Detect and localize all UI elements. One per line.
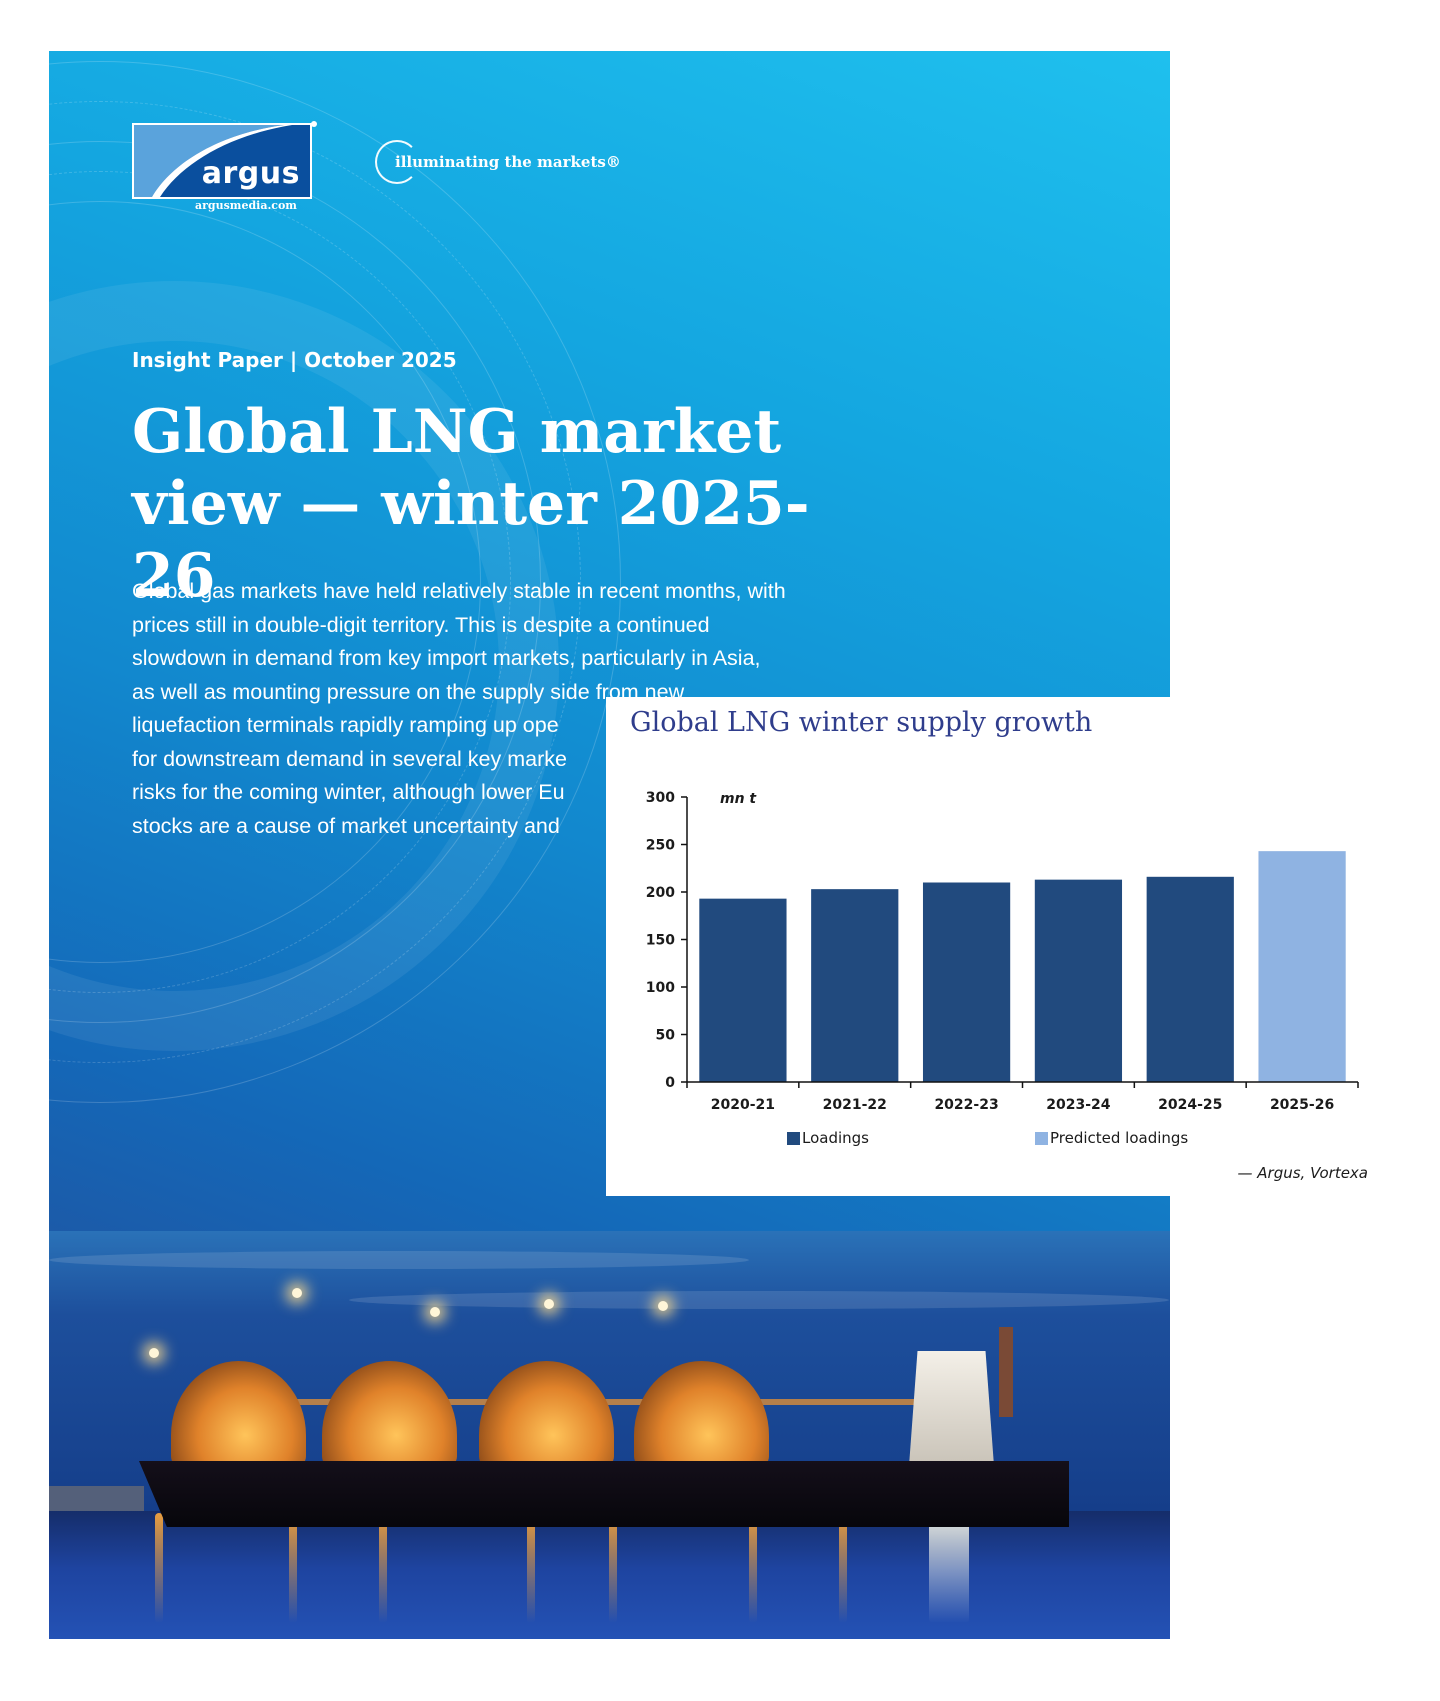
summary-line: for downstream demand in several key mar…: [132, 746, 567, 771]
y-tick-label: 50: [656, 1028, 676, 1044]
cloud: [349, 1291, 1169, 1309]
argus-logo: argus: [132, 123, 312, 199]
bar-2024-25: [1146, 876, 1234, 1082]
x-tick-label: 2022-23: [934, 1097, 998, 1113]
ship-funnel: [999, 1327, 1013, 1417]
tagline: illuminating the markets®: [375, 137, 621, 187]
legend-item-predicted-loadings: Predicted loadings: [1035, 1129, 1188, 1147]
y-tick-label: 200: [646, 885, 675, 901]
light-reflection: [839, 1513, 847, 1623]
lng-tanker-photo: [49, 1231, 1170, 1639]
summary-line: prices still in double-digit territory. …: [132, 612, 710, 637]
light-reflection: [749, 1513, 757, 1623]
light-reflection: [289, 1513, 297, 1623]
chart-card: Global LNG winter supply growth 2020-21 2…: [606, 697, 1396, 1196]
bar-chart: 2020-21 2021-22 2022-23 2023-24 2024-25 2025-…: [646, 790, 1359, 1113]
legend-item-loadings: Loadings: [787, 1129, 869, 1147]
summary-line: slowdown in demand from key import marke…: [132, 646, 761, 670]
x-tick-label: 2021-22: [823, 1097, 887, 1113]
summary-line: liquefaction terminals rapidly ramping u…: [132, 713, 559, 737]
y-tick-label: 100: [646, 980, 675, 996]
report-title: Global LNG market view — winter 2025-26: [132, 396, 892, 612]
illuminating-ring-icon: [375, 140, 419, 184]
y-tick-label: 150: [646, 933, 675, 949]
title-line: view — winter 2025-26: [132, 469, 810, 611]
bar-2022-23: [922, 882, 1011, 1082]
light-reflection: [527, 1513, 535, 1623]
bar-2023-24: [1034, 879, 1123, 1082]
y-tick-label: 0: [665, 1075, 675, 1091]
ship-hull: [139, 1461, 1069, 1527]
bar-2021-22: [811, 889, 899, 1082]
deck-light: [430, 1307, 440, 1317]
legend-label: Predicted loadings: [1050, 1129, 1189, 1147]
x-tick-label: 2023-24: [1046, 1097, 1111, 1113]
x-tick-label: 2025-26: [1270, 1097, 1334, 1113]
logo-swoosh-icon: [134, 125, 310, 197]
y-tick-label: 300: [646, 790, 675, 806]
deck-light: [544, 1299, 554, 1309]
legend-swatch: [787, 1131, 800, 1145]
deck-light: [292, 1288, 302, 1298]
logo-url: argusmedia.com: [195, 199, 297, 212]
deck-light: [658, 1301, 668, 1311]
summary-line: as well as mounting pressure on the supp…: [132, 679, 685, 704]
title-line: Global LNG market: [132, 397, 782, 467]
light-reflection: [155, 1513, 163, 1623]
y-tick-label: 250: [646, 838, 675, 854]
bar-2020-21: [699, 898, 787, 1082]
summary-line: Global gas markets have held relatively …: [132, 579, 786, 603]
report-kicker: Insight Paper | October 2025: [132, 348, 457, 372]
light-reflection: [379, 1513, 387, 1623]
bar-2025-26: [1258, 851, 1346, 1082]
legend-swatch: [1035, 1131, 1048, 1145]
x-tick-label: 2024-25: [1158, 1097, 1222, 1113]
summary-line: risks for the coming winter, although lo…: [132, 780, 565, 804]
report-summary: Global gas markets have held relatively …: [132, 575, 872, 843]
registered-mark-icon: [311, 121, 317, 127]
summary-line: stocks are a cause of market uncertainty…: [132, 813, 560, 838]
chart-title: Global LNG winter supply growth: [630, 707, 1093, 738]
x-tick-label: 2020-21: [711, 1097, 775, 1113]
y-axis-unit: mn t: [720, 791, 757, 807]
tagline-text: illuminating the markets®: [395, 153, 621, 171]
legend-label: Loadings: [802, 1129, 869, 1147]
deck-light: [149, 1348, 159, 1358]
ship-bridge: [909, 1351, 994, 1466]
light-reflection: [609, 1513, 617, 1623]
light-reflection: [929, 1513, 969, 1623]
cloud: [49, 1251, 749, 1269]
pier: [49, 1486, 144, 1511]
logo-wordmark: argus: [201, 156, 300, 191]
chart-source: — Argus, Vortexa: [1237, 1164, 1368, 1182]
